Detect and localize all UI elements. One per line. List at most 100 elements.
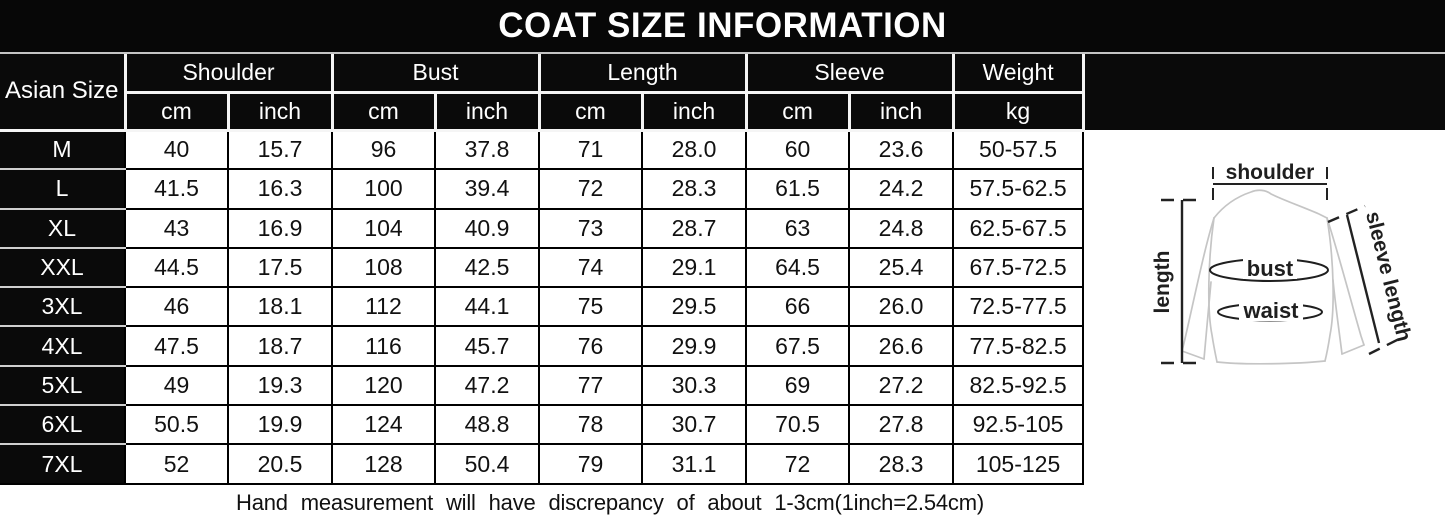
value-cell: 20.5 (226, 443, 334, 485)
value-cell: 104 (331, 207, 437, 249)
unit-header: inch (433, 92, 541, 132)
length-label: length (1151, 251, 1174, 314)
value-cell: 30.7 (641, 404, 748, 446)
value-cell: 43 (124, 207, 229, 249)
title-divider (0, 52, 1445, 54)
unit-header: cm (744, 92, 851, 132)
value-cell: 24.8 (848, 207, 955, 249)
value-cell: 108 (331, 246, 437, 289)
size-table-body: M 40 15.7 96 37.8 71 28.0 60 23.6 50-57.5 L 41.5 16.… (0, 128, 1085, 485)
value-cell: 42.5 (434, 246, 541, 289)
table-row: XL 43 16.9 104 40.9 73 28.7 63 24.8 62.5-67.5 (0, 207, 1085, 249)
value-cell: 50.5 (124, 404, 229, 446)
value-cell: 45.7 (434, 325, 541, 367)
value-cell: 72 (538, 168, 644, 210)
size-cell: 7XL (0, 444, 126, 485)
group-header-bust: Bust (330, 54, 541, 94)
size-cell: XL (0, 208, 126, 249)
waist-label: waist (1242, 298, 1299, 323)
value-cell: 69 (745, 364, 851, 407)
table-row: 3XL 46 18.1 112 44.1 75 29.5 66 26.0 72.5-77.5 (0, 286, 1085, 328)
shoulder-label: shoulder (1226, 161, 1315, 184)
size-cell: L (0, 169, 126, 210)
value-cell: 77.5-82.5 (952, 325, 1085, 367)
value-cell: 75 (538, 286, 644, 328)
unit-header: kg (951, 92, 1085, 132)
group-header-length: Length (537, 54, 748, 94)
value-cell: 79 (538, 443, 644, 485)
bust-label: bust (1247, 256, 1294, 281)
value-cell: 24.2 (848, 168, 955, 210)
value-cell: 72 (745, 443, 851, 485)
value-cell: 23.6 (848, 128, 955, 171)
corner-header-asian-size: Asian Size (0, 54, 127, 132)
value-cell: 29.5 (641, 286, 748, 328)
value-cell: 50.4 (434, 443, 541, 485)
table-row: 7XL 52 20.5 128 50.4 79 31.1 72 28.3 105-125 (0, 443, 1085, 485)
value-cell: 67.5-72.5 (952, 246, 1085, 289)
value-cell: 77 (538, 364, 644, 407)
value-cell: 49 (124, 364, 229, 407)
bust-label-mask (1243, 254, 1297, 279)
size-cell: 5XL (0, 365, 126, 407)
value-cell: 124 (331, 404, 437, 446)
value-cell: 61.5 (745, 168, 851, 210)
value-cell: 70.5 (745, 404, 851, 446)
unit-header: cm (537, 92, 644, 132)
size-cell: 6XL (0, 405, 126, 446)
unit-header: cm (123, 92, 230, 132)
value-cell: 48.8 (434, 404, 541, 446)
value-cell: 72.5-77.5 (952, 286, 1085, 328)
unit-header: inch (847, 92, 955, 132)
value-cell: 19.3 (226, 364, 334, 407)
value-cell: 44.5 (124, 246, 229, 289)
value-cell: 47.5 (124, 325, 229, 367)
value-cell: 18.7 (226, 325, 334, 367)
value-cell: 64.5 (745, 246, 851, 289)
value-cell: 16.9 (226, 207, 334, 249)
value-cell: 116 (331, 325, 437, 367)
value-cell: 60 (745, 128, 851, 171)
value-cell: 28.0 (641, 128, 748, 171)
left-cuff (1181, 350, 1205, 360)
value-cell: 74 (538, 246, 644, 289)
right-cuff (1341, 344, 1365, 355)
value-cell: 26.0 (848, 286, 955, 328)
group-header-sleeve: Sleeve (744, 54, 955, 94)
value-cell: 41.5 (124, 168, 229, 210)
table-row: XXL 44.5 17.5 108 42.5 74 29.1 64.5 25.4 67.5-72.… (0, 246, 1085, 289)
value-cell: 28.7 (641, 207, 748, 249)
value-cell: 28.3 (848, 443, 955, 485)
footnote: Hand measurement will have discrepancy o… (236, 490, 984, 515)
value-cell: 15.7 (226, 128, 334, 171)
value-cell: 105-125 (952, 443, 1085, 485)
value-cell: 31.1 (641, 443, 748, 485)
sleeve-length-measure (1327, 204, 1402, 356)
value-cell: 28.3 (641, 168, 748, 210)
group-header-shoulder: Shoulder (123, 54, 334, 94)
header-band-extension (1080, 54, 1445, 130)
left-sleeve-outer (1181, 217, 1215, 352)
value-cell: 78 (538, 404, 644, 446)
value-cell: 82.5-92.5 (952, 364, 1085, 407)
value-cell: 52 (124, 443, 229, 485)
value-cell: 27.2 (848, 364, 955, 407)
page-title: COAT SIZE INFORMATION (498, 6, 947, 45)
value-cell: 19.9 (226, 404, 334, 446)
shoulder-measure (1212, 167, 1328, 203)
value-cell: 73 (538, 207, 644, 249)
value-cell: 47.2 (434, 364, 541, 407)
value-cell: 50-57.5 (952, 128, 1085, 171)
coat-right-side (1324, 217, 1334, 362)
sleeve-tick-bottom (1368, 336, 1402, 356)
value-cell: 46 (124, 286, 229, 328)
table-row: M 40 15.7 96 37.8 71 28.0 60 23.6 50-57.5 (0, 128, 1085, 171)
coat-hem (1216, 360, 1326, 365)
value-cell: 29.1 (641, 246, 748, 289)
sleeve-length-label: sleeve length (1361, 209, 1416, 344)
value-cell: 16.3 (226, 168, 334, 210)
length-measure (1161, 198, 1202, 365)
value-cell: 29.9 (641, 325, 748, 367)
sleeve-tick-top (1327, 204, 1366, 224)
table-row: L 41.5 16.3 100 39.4 72 28.3 61.5 24.2 57.5-62.5 (0, 168, 1085, 210)
